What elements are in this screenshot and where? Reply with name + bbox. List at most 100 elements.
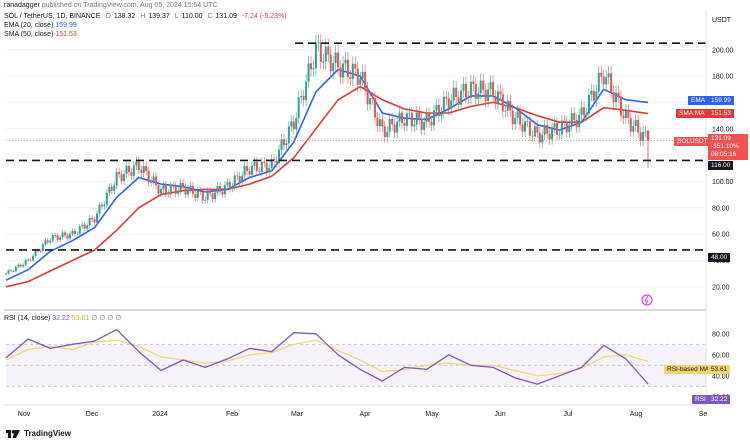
sma-50-line [5, 85, 649, 288]
candle-body [250, 165, 253, 175]
candle-body [597, 72, 600, 92]
candle-body [376, 117, 379, 127]
candle-body [64, 232, 67, 236]
rsi-legend[interactable]: RSI (14, close) 32.22 53.61 ∅ ∅ ∅ ∅ [4, 315, 122, 322]
candle-body [150, 180, 153, 183]
candle-body [123, 174, 126, 181]
candle-body [617, 92, 620, 97]
candle-body [206, 191, 209, 200]
ema-legend[interactable]: EMA (20, close) 159.99 [4, 22, 77, 29]
rsi-tick-label: 80.00 [712, 331, 730, 338]
ema-legend-value: 159.99 [55, 22, 77, 29]
candle-body [270, 159, 273, 168]
last-change: -351.10% [711, 143, 739, 150]
candle-body [568, 125, 571, 133]
time-tick-label: Apr [360, 411, 372, 418]
candle-body [265, 162, 268, 173]
candle-body [275, 160, 278, 164]
tradingview-icon [6, 429, 20, 438]
candle-body [71, 230, 74, 234]
candle-body [587, 94, 590, 114]
price-tick-label: 20.00 [712, 284, 730, 291]
horizontal-levels[interactable] [6, 42, 706, 251]
author-name: ranadagger [4, 2, 40, 9]
time-axis[interactable]: Nov Dec 2024 Feb Mar Apr May Jun Jul Aug Se [18, 411, 708, 418]
candle-body [9, 270, 12, 272]
candle-body [629, 118, 632, 132]
candle-body [22, 264, 25, 267]
candle-body [344, 59, 347, 64]
candle-body [142, 166, 145, 173]
candle-body [615, 92, 618, 103]
candle-body [430, 121, 433, 126]
time-tick-label: Jul [564, 411, 573, 418]
time-tick-label: Se [699, 411, 708, 418]
candle-body [14, 266, 17, 272]
high-value: 139.37 [148, 13, 170, 20]
candle-body [410, 112, 413, 127]
chart-lines [5, 68, 649, 385]
tradingview-logo[interactable]: TradingView [6, 429, 71, 438]
lightning-icon[interactable] [641, 294, 653, 306]
candle-body [553, 123, 556, 128]
candle-body [639, 132, 642, 141]
candle-body [644, 131, 647, 133]
candle-body [415, 112, 418, 125]
candle-body [624, 110, 627, 119]
candle-body [450, 100, 453, 109]
candle-body [130, 172, 133, 176]
candle-body [460, 90, 463, 105]
candle-body [445, 96, 448, 99]
candle-body [39, 250, 42, 252]
candle-body [177, 190, 180, 194]
candle-body [570, 112, 573, 126]
sma-price-badge: 151.53 [708, 109, 734, 118]
candle-body [182, 182, 185, 188]
rsi-ma-badge: 53.61 [708, 365, 731, 374]
candle-body [44, 240, 47, 245]
candle-body [401, 112, 404, 123]
candle-body [334, 52, 337, 64]
time-tick-label: 2024 [152, 411, 168, 418]
symbol-legend: SOL / TetherUS, 1D, BINANCE O 138.32 H 139… [4, 13, 287, 20]
price-tick-label: 200.00 [712, 47, 734, 54]
candle-body [221, 191, 224, 195]
symbol-tag: SOLUSDT [674, 137, 711, 146]
sma-legend[interactable]: SMA (50, close) 151.53 [4, 31, 77, 38]
candle-body [310, 63, 313, 70]
symbol-title[interactable]: SOL / TetherUS, 1D, BINANCE [4, 13, 101, 20]
rsi-legend-value: 32.22 [52, 315, 70, 322]
candle-body [96, 213, 99, 223]
candle-body [12, 271, 15, 272]
candle-body [5, 273, 7, 275]
candle-body [634, 119, 637, 127]
candle-body [113, 185, 116, 191]
candle-body [551, 127, 554, 140]
rsi-line [5, 328, 649, 385]
candle-body [167, 192, 170, 195]
candle-body [83, 224, 86, 229]
candle-body [637, 119, 640, 133]
candle-body [145, 166, 148, 172]
candle-body [361, 71, 364, 79]
candle-body [541, 134, 544, 143]
candle-body [610, 73, 613, 93]
candle-body [147, 171, 150, 183]
candle-body [546, 125, 549, 134]
candle-body [59, 237, 62, 240]
candle-body [383, 126, 386, 138]
candle-body [93, 219, 96, 223]
candle-body [152, 176, 155, 181]
price-tick-label: 100.00 [712, 179, 734, 186]
candle-body [337, 52, 340, 68]
candle-body [388, 118, 391, 132]
candle-body [538, 132, 541, 143]
candle-body [600, 72, 603, 77]
candle-body [413, 124, 416, 127]
candle-body [479, 80, 482, 94]
candle-body [214, 192, 217, 200]
candle-body [209, 191, 212, 194]
candle-body [504, 110, 507, 112]
candle-body [91, 217, 94, 220]
